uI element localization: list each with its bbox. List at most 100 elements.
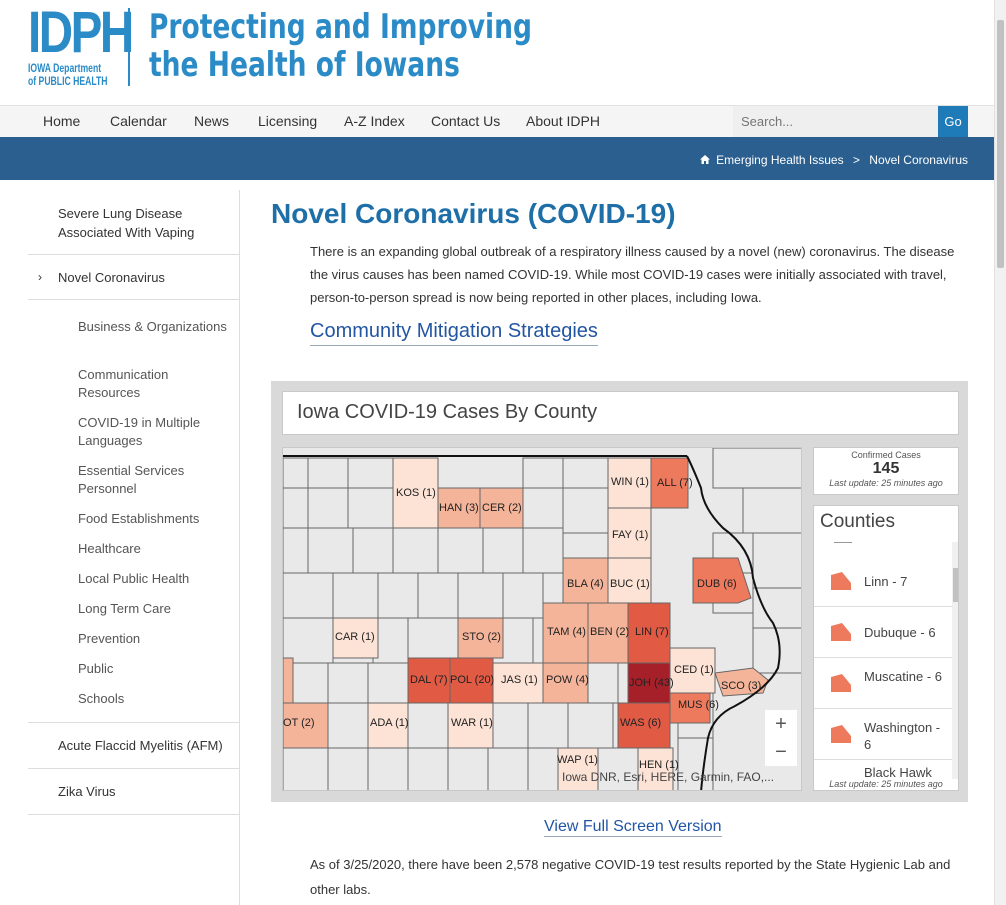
idph-logo[interactable]: IDPH IOWA Department of PUBLIC HEALTH: [28, 0, 134, 88]
sidebar-sub-local-public-health[interactable]: Local Public Health: [78, 571, 190, 586]
map-label-sto: STO (2): [462, 631, 501, 643]
map-label-kos: KOS (1): [396, 487, 436, 499]
logo-subtitle-line1: IOWA Department: [28, 61, 102, 75]
map-label-sco: SCO (3): [721, 680, 762, 692]
sidebar: Severe Lung Disease Associated With Vapi…: [28, 190, 240, 905]
nav-calendar[interactable]: Calendar: [110, 113, 167, 129]
counties-scroll-thumb[interactable]: [953, 568, 958, 602]
nav-news[interactable]: News: [194, 113, 230, 129]
nav-licensing[interactable]: Licensing: [258, 113, 318, 129]
map-label-hen: HEN (1): [639, 759, 679, 771]
sidebar-sub-essential[interactable]: Essential Services Personnel: [78, 463, 185, 496]
zoom-out-button[interactable]: −: [775, 741, 787, 763]
sidebar-divider: [28, 299, 240, 300]
county-item-label: Linn - 7: [864, 574, 908, 589]
nav-home[interactable]: Home: [43, 113, 81, 129]
sidebar-sub-schools[interactable]: Schools: [78, 691, 125, 706]
map-label-bla: BLA (4): [567, 578, 604, 590]
intro-paragraph: There is an expanding global outbreak of…: [310, 244, 955, 305]
map-label-han: HAN (3): [439, 502, 479, 514]
map-label-cer: CER (2): [482, 502, 522, 514]
counties-last-update: Last update: 25 minutes ago: [814, 779, 958, 789]
sidebar-item-vaping[interactable]: Severe Lung Disease Associated With Vapi…: [58, 206, 195, 240]
search-go-button[interactable]: Go: [938, 106, 968, 137]
view-full-screen-link[interactable]: View Full Screen Version: [544, 818, 722, 837]
sidebar-item-afm[interactable]: Acute Flaccid Myelitis (AFM): [58, 738, 223, 753]
page-title: Novel Coronavirus (COVID-19): [271, 198, 676, 229]
community-mitigation-link[interactable]: Community Mitigation Strategies: [310, 320, 598, 346]
logo-divider: [128, 8, 130, 86]
confirmed-cases-card: Confirmed Cases 145 Last update: 25 minu…: [813, 447, 959, 495]
county-map[interactable]: KOS (1) HAN (3) CER (2) WIN (1) ALL (7) …: [282, 447, 802, 791]
map-attribution[interactable]: Iowa DNR, Esri, HERE, Garmin, FAO,...: [562, 770, 775, 784]
breadcrumb-bar: Emerging Health Issues > Novel Coronavir…: [0, 137, 1006, 180]
sidebar-sub-public[interactable]: Public: [78, 661, 114, 676]
list-item[interactable]: Dubuque - 6: [814, 607, 952, 658]
map-label-ben: BEN (2): [590, 626, 630, 638]
map-label-win: WIN (1): [611, 476, 649, 488]
covid-dashboard: Iowa COVID-19 Cases By County: [271, 381, 968, 802]
map-label-dub: DUB (6): [697, 578, 737, 590]
zoom-control: + −: [765, 710, 797, 766]
list-item[interactable]: Linn - 7: [814, 556, 952, 607]
nav-about-idph[interactable]: About IDPH: [526, 113, 600, 129]
confirmed-last-update: Last update: 25 minutes ago: [829, 478, 943, 488]
map-label-buc: BUC (1): [610, 578, 650, 590]
map-label-was: WAS (6): [620, 717, 662, 729]
map-label-all: ALL (7): [657, 477, 693, 489]
map-label-lin: LIN (7): [635, 626, 669, 638]
confirmed-cases-value: 145: [872, 460, 900, 477]
map-label-ot: OT (2): [283, 717, 315, 729]
logo-letters: IDPH: [28, 0, 134, 65]
zoom-in-button[interactable]: +: [775, 713, 787, 735]
list-item[interactable]: Washington - 6: [814, 709, 952, 760]
county-item-label: Dubuque - 6: [864, 625, 936, 640]
map-label-dal: DAL (7): [410, 674, 448, 686]
map-label-pow: POW (4): [546, 674, 589, 686]
nav-az-index[interactable]: A-Z Index: [344, 113, 405, 129]
sidebar-divider: [28, 768, 240, 769]
tagline-line1: Protecting and Improving: [149, 7, 533, 47]
breadcrumb-novel-coronavirus[interactable]: Novel Coronavirus: [869, 153, 968, 167]
negative-results-paragraph: As of 3/25/2020, there have been 2,578 n…: [310, 857, 951, 897]
counties-title: Counties: [820, 511, 895, 532]
breadcrumb-emerging-health[interactable]: Emerging Health Issues: [716, 153, 844, 167]
sidebar-divider: [28, 254, 240, 255]
county-shape-icon: [831, 674, 851, 692]
map-label-ada: ADA (1): [370, 717, 409, 729]
confirmed-cases-label: Confirmed Cases: [851, 450, 921, 460]
site-header: IDPH IOWA Department of PUBLIC HEALTH Pr…: [0, 0, 1006, 105]
logo-subtitle-line2: of PUBLIC HEALTH: [28, 74, 108, 88]
map-label-ced: CED (1): [674, 664, 714, 676]
tagline-line2: the Health of Iowans: [149, 45, 460, 85]
sidebar-divider: [28, 814, 240, 815]
county-shape-icon: [831, 572, 851, 590]
counties-scrollbar[interactable]: [952, 542, 958, 788]
list-item[interactable]: Muscatine - 6: [814, 658, 952, 709]
tagline: Protecting and Improving the Health of I…: [149, 8, 532, 84]
chevron-right-icon: ›: [38, 270, 42, 284]
map-label-joh: JOH (43): [629, 677, 674, 689]
sidebar-sub-communication[interactable]: Communication Resources: [78, 367, 169, 400]
county-shape-icon: [831, 623, 851, 641]
sidebar-sub-languages[interactable]: COVID-19 in Multiple Languages: [78, 415, 201, 448]
sidebar-item-novel-coronavirus[interactable]: Novel Coronavirus: [58, 270, 165, 285]
county-shape-icon: [831, 725, 851, 743]
sidebar-item-zika[interactable]: Zika Virus: [58, 784, 116, 799]
map-label-war: WAR (1): [451, 717, 493, 729]
sidebar-sub-prevention[interactable]: Prevention: [78, 631, 141, 646]
page-scroll-thumb[interactable]: [997, 20, 1004, 268]
map-label-mus: MUS (6): [678, 699, 719, 711]
main-nav: Home Calendar News Licensing A-Z Index C…: [0, 105, 1006, 137]
home-icon: [700, 155, 711, 164]
list-item[interactable]: Black Hawk: [814, 760, 952, 790]
sidebar-sub-business[interactable]: Business & Organizations: [78, 319, 227, 334]
sidebar-sub-food[interactable]: Food Establishments: [78, 511, 200, 526]
list-scroll-indicator: [834, 542, 852, 543]
sidebar-sub-long-term-care[interactable]: Long Term Care: [78, 601, 171, 616]
search-input[interactable]: [733, 106, 938, 137]
sidebar-sub-healthcare[interactable]: Healthcare: [78, 541, 141, 556]
map-label-fay: FAY (1): [612, 529, 649, 541]
breadcrumb: Emerging Health Issues > Novel Coronavir…: [700, 153, 968, 167]
nav-contact-us[interactable]: Contact Us: [431, 113, 501, 129]
